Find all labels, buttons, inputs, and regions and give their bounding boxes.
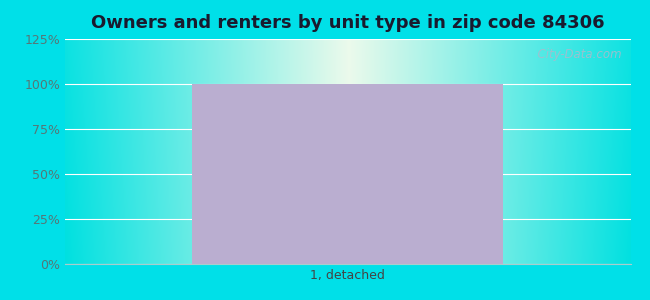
Text: City-Data.com: City-Data.com bbox=[530, 48, 622, 61]
Title: Owners and renters by unit type in zip code 84306: Owners and renters by unit type in zip c… bbox=[91, 14, 604, 32]
Bar bbox=[192, 84, 503, 264]
